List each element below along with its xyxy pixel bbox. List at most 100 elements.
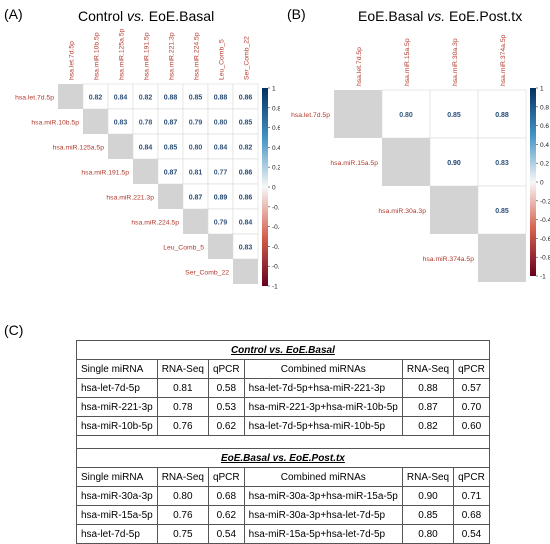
table-row: hsa-miR-10b-5p 0.76 0.62 hsa-let-7d-5p+hsa-… xyxy=(76,416,490,436)
table-cell: hsa-let-7d-5p+hsa-miR-221-3p xyxy=(243,378,403,398)
col-label: hsa.miR.224.5p xyxy=(194,32,201,80)
table-cell: 0.80 xyxy=(401,524,455,544)
cell-value-label: 0.82 xyxy=(89,95,103,102)
heat-cell xyxy=(157,133,184,160)
panel-c-letter: (C) xyxy=(4,322,24,338)
cell-value-label: 0.87 xyxy=(189,195,203,202)
heat-cell xyxy=(207,83,234,110)
table-row: hsa-miR-221-3p 0.78 0.53 hsa-miR-221-3p+hsa… xyxy=(76,397,490,417)
legend-tick-label: 0.6 xyxy=(540,123,549,130)
diagonal-cell xyxy=(83,109,108,134)
heat-cell xyxy=(232,233,259,260)
heat-cell xyxy=(132,133,159,160)
heat-cell xyxy=(232,83,259,110)
table-cell: hsa-miR-30a-3p+hsa-let-7d-5p xyxy=(243,505,403,525)
table-header-cell: Single miRNA xyxy=(76,467,158,487)
table-cell: 0.68 xyxy=(207,486,245,506)
cell-value-label: 0.85 xyxy=(189,95,203,102)
table-row: hsa-let-7d-5p 0.75 0.54 hsa-miR-15a-5p+hsa-… xyxy=(76,524,490,544)
diagonal-cell xyxy=(382,138,430,186)
col-label: hsa.let.7d.5p xyxy=(356,47,363,86)
heat-cell xyxy=(477,185,527,235)
table-section-title: EoE.Basal vs. EoE.Post.tx xyxy=(76,448,490,468)
table-cell: hsa-let-7d-5p xyxy=(76,378,158,398)
cell-value-label: 0.86 xyxy=(239,195,253,202)
table-cell: 0.87 xyxy=(401,397,455,417)
table-header-cell: qPCR xyxy=(453,359,490,379)
table-row: hsa-let-7d-5p 0.81 0.58 hsa-let-7d-5p+hsa-m… xyxy=(76,378,490,398)
table-cell: hsa-let-7d-5p+hsa-miR-10b-5p xyxy=(243,416,403,436)
table-cell: hsa-miR-30a-3p xyxy=(76,486,158,506)
cell-value-label: 0.90 xyxy=(447,160,461,167)
color-legend-bar xyxy=(262,88,268,286)
heat-cell xyxy=(477,137,527,187)
heat-cell xyxy=(232,108,259,135)
table-cell: hsa-miR-10b-5p xyxy=(76,416,158,436)
row-label: hsa.miR.224.5p xyxy=(131,220,179,227)
legend-tick-label: 1 xyxy=(272,86,276,93)
col-label: hsa.let.7d.5p xyxy=(69,41,76,80)
table-cell: 0.76 xyxy=(156,505,209,525)
heat-cell xyxy=(207,158,234,185)
diagonal-cell xyxy=(158,184,183,209)
legend-tick-label: -0.8 xyxy=(272,264,280,271)
row-label: hsa.miR.374a.5p xyxy=(423,256,475,263)
table-section-title: Control vs. EoE.Basal xyxy=(76,340,490,360)
color-legend-bar xyxy=(530,88,536,276)
col-label: hsa.miR.15a.5p xyxy=(404,38,411,86)
col-label: hsa.miR.125a.5p xyxy=(119,28,126,80)
cell-value-label: 0.85 xyxy=(495,208,509,215)
table-cell: 0.81 xyxy=(156,378,209,398)
cell-value-label: 0.85 xyxy=(447,112,461,119)
heatmap-b: hsa.let.7d.5p hsa.miR.15a.5p hsa.miR.30a.3… xyxy=(291,34,550,282)
legend-tick-label: 0.8 xyxy=(272,105,280,112)
table-cell: 0.82 xyxy=(401,416,455,436)
cell-value-label: 0.84 xyxy=(239,220,253,227)
diagonal-cell xyxy=(478,234,526,282)
table-cell: hsa-let-7d-5p xyxy=(76,524,158,544)
heat-cell xyxy=(429,137,479,187)
table-cell: hsa-miR-15a-5p xyxy=(76,505,158,525)
cell-value-label: 0.80 xyxy=(399,112,413,119)
heat-cell xyxy=(207,108,234,135)
diagonal-cell xyxy=(334,90,382,138)
cell-value-label: 0.88 xyxy=(164,95,178,102)
table-header-cell: qPCR xyxy=(207,359,245,379)
legend-tick-label: -0.8 xyxy=(540,255,550,262)
table-header-cell: RNA-Seq xyxy=(156,467,209,487)
table-cell: 0.62 xyxy=(207,416,245,436)
panel-b-letter: (B) xyxy=(287,6,306,22)
table-cell: 0.76 xyxy=(156,416,209,436)
panel-a-title: Control vs. EoE.Basal xyxy=(78,8,215,24)
cell-value-label: 0.77 xyxy=(214,170,228,177)
col-label: hsa.miR.191.5p xyxy=(144,32,151,80)
table-header-cell: Single miRNA xyxy=(76,359,158,379)
legend-tick-label: -0.2 xyxy=(272,204,280,211)
cell-value-label: 0.88 xyxy=(495,112,509,119)
table-cell: 0.78 xyxy=(156,397,209,417)
table-header-row: Single miRNA RNA-Seq qPCR Combined miRNAs RN… xyxy=(76,467,490,487)
heat-cell xyxy=(429,89,479,139)
cell-value-label: 0.80 xyxy=(189,145,203,152)
diagonal-cell xyxy=(430,186,478,234)
diagonal-cell xyxy=(208,234,233,259)
cell-value-label: 0.88 xyxy=(214,95,228,102)
table-header-cell: Combined miRNAs xyxy=(243,467,403,487)
table-cell: 0.88 xyxy=(401,378,455,398)
table-cell: 0.71 xyxy=(453,486,490,506)
row-label: hsa.miR.125a.5p xyxy=(53,145,105,152)
legend-tick-label: -0.4 xyxy=(272,224,280,231)
heat-cell xyxy=(207,133,234,160)
cell-value-label: 0.85 xyxy=(239,120,253,127)
row-label: Ser_Comb_22 xyxy=(185,270,229,277)
cell-value-label: 0.84 xyxy=(139,145,153,152)
row-label: hsa.miR.10b.5p xyxy=(31,120,79,127)
table-section-title-row: EoE.Basal vs. EoE.Post.tx xyxy=(76,448,490,468)
legend-tick-label: 1 xyxy=(540,86,544,93)
table-header-cell: RNA-Seq xyxy=(401,467,455,487)
heat-cell xyxy=(182,158,209,185)
legend-tick-label: 0.6 xyxy=(272,125,280,132)
table-cell: 0.54 xyxy=(207,524,245,544)
table-section-title-row: Control vs. EoE.Basal xyxy=(76,340,490,360)
cell-value-label: 0.87 xyxy=(164,120,178,127)
